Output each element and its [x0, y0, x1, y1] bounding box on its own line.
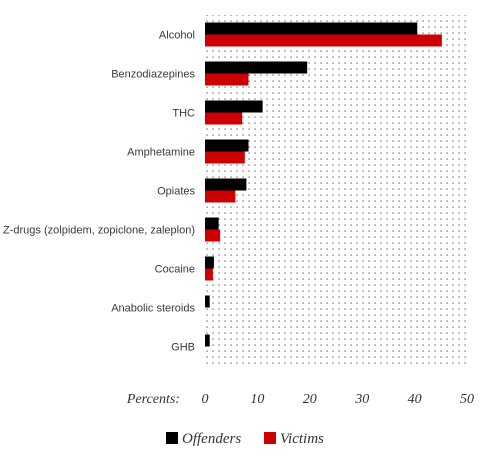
legend-swatch-victims — [264, 432, 276, 444]
category-label-z-drugs-zolpidem-zopiclone-zaleplon: Z-drugs (zolpidem, zopiclone, zaleplon) — [3, 225, 195, 237]
bar-offenders-benzodiazepines — [205, 61, 308, 74]
category-label-opiates: Opiates — [157, 186, 195, 198]
bar-victims-amphetamine — [205, 151, 245, 164]
bar-victims-alcohol — [205, 34, 442, 47]
x-tick-label-50: 50 — [460, 392, 474, 407]
category-label-ghb: GHB — [171, 342, 195, 354]
bar-offenders-z-drugs-zolpidem-zopiclone-zaleplon — [205, 217, 219, 230]
legend-label-victims: Victims — [280, 431, 324, 447]
bar-victims-benzodiazepines — [205, 73, 249, 86]
category-label-amphetamine: Amphetamine — [127, 147, 195, 159]
legend-swatch-offenders — [166, 432, 178, 444]
bar-offenders-ghb — [205, 334, 210, 347]
x-tick-label-30: 30 — [354, 392, 369, 407]
bar-offenders-opiates — [205, 178, 247, 191]
bar-victims-cocaine — [205, 268, 213, 281]
category-label-benzodiazepines: Benzodiazepines — [111, 69, 195, 81]
legend-label-offenders: Offenders — [182, 431, 241, 447]
x-tick-label-10: 10 — [250, 392, 264, 407]
bar-victims-thc — [205, 112, 243, 125]
bar-offenders-alcohol — [205, 22, 418, 35]
legend: Offenders Victims — [166, 431, 324, 447]
category-label-alcohol: Alcohol — [159, 30, 195, 42]
bar-offenders-thc — [205, 100, 263, 113]
bar-victims-z-drugs-zolpidem-zopiclone-zaleplon — [205, 229, 221, 242]
bar-victims-opiates — [205, 190, 236, 203]
bar-offenders-anabolic-steroids — [205, 295, 210, 308]
bar-offenders-cocaine — [205, 256, 214, 269]
category-label-anabolic-steroids: Anabolic steroids — [111, 303, 195, 315]
x-tick-label-20: 20 — [303, 392, 317, 407]
category-label-cocaine: Cocaine — [155, 264, 195, 276]
x-tick-label-40: 40 — [408, 392, 422, 407]
category-label-thc: THC — [172, 108, 195, 120]
bar-offenders-amphetamine — [205, 139, 249, 152]
x-axis-label: Percents: — [126, 392, 180, 407]
x-tick-label-0: 0 — [202, 392, 209, 407]
